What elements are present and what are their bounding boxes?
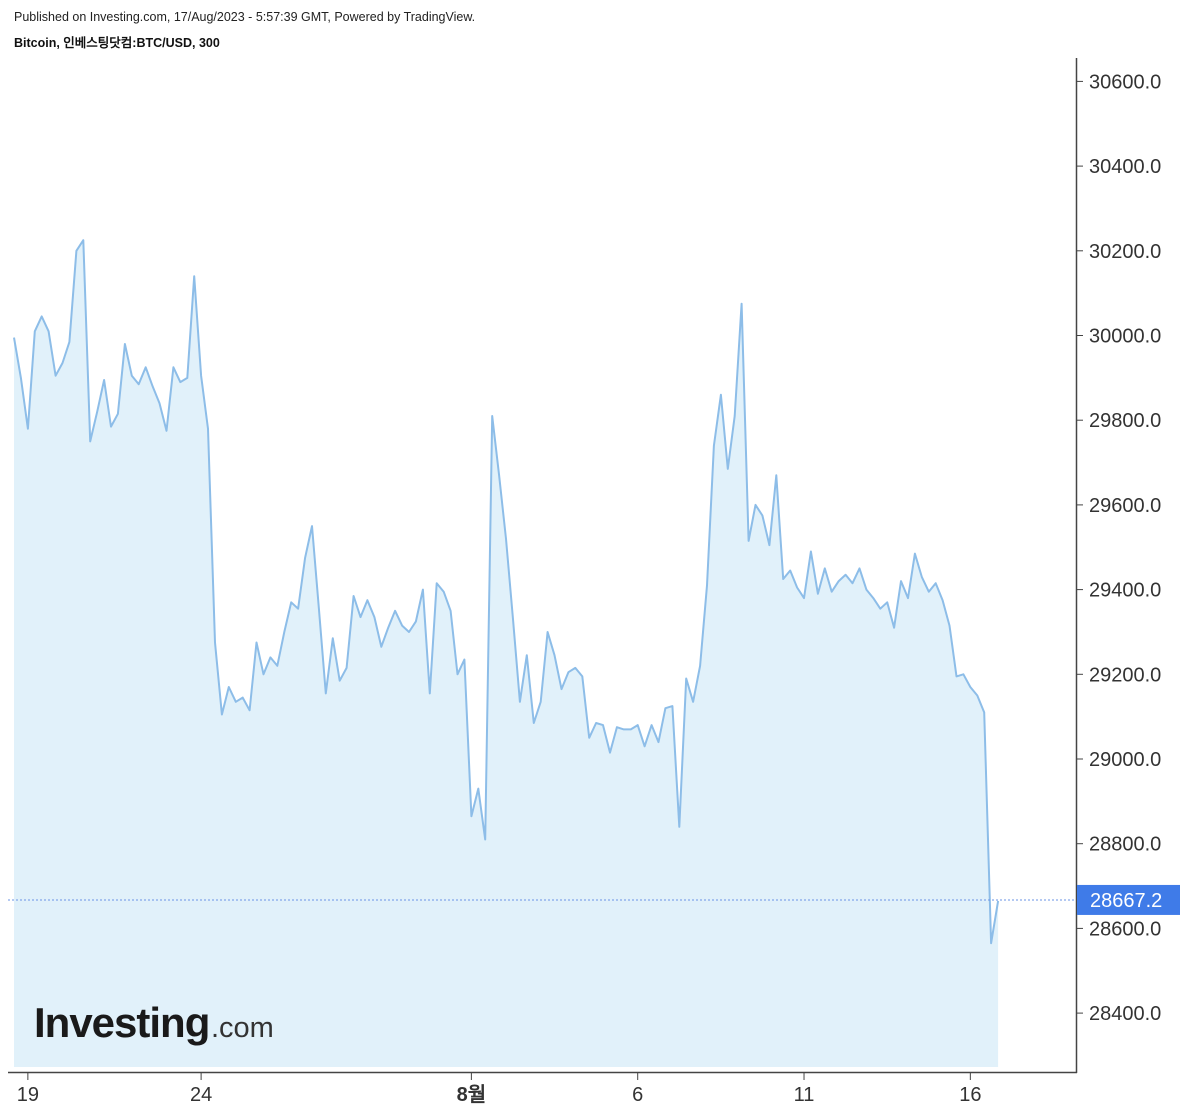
y-tick-label: 30400.0 xyxy=(1089,156,1161,178)
x-axis: 19 24 8월 6 11 16 xyxy=(17,1072,981,1106)
last-price-badge: 28667.2 xyxy=(1077,884,1180,915)
price-series-line xyxy=(13,239,1000,945)
x-tick-label: 16 xyxy=(959,1084,981,1106)
y-tick-label: 29000.0 xyxy=(1089,749,1161,771)
last-price-label: 28667.2 xyxy=(1090,890,1162,912)
logo-suffix: .com xyxy=(211,1012,274,1044)
price-area-fill xyxy=(14,240,999,1067)
y-tick-label: 30200.0 xyxy=(1089,241,1161,263)
x-tick-label: 19 xyxy=(17,1084,39,1106)
published-note: Published on Investing.com, 17/Aug/2023 … xyxy=(14,10,476,24)
y-tick-label: 28800.0 xyxy=(1089,834,1161,856)
y-axis: 30600.0 30400.0 30200.0 30000.0 29800.0 29600… xyxy=(1076,71,1161,1025)
y-tick-label: 29800.0 xyxy=(1089,410,1161,432)
x-tick-label: 6 xyxy=(632,1084,643,1106)
investing-logo: Investing .com xyxy=(34,999,274,1046)
y-tick-label: 30600.0 xyxy=(1089,71,1161,93)
x-tick-label: 11 xyxy=(794,1084,815,1106)
symbol-title: Bitcoin, 인베스팅닷컴:BTC/USD, 300 xyxy=(14,36,220,50)
y-tick-label: 29400.0 xyxy=(1089,580,1161,602)
y-tick-label: 28600.0 xyxy=(1089,918,1161,940)
y-tick-label: 29200.0 xyxy=(1089,664,1161,686)
y-tick-label: 28400.0 xyxy=(1089,1003,1161,1025)
y-tick-label: 30000.0 xyxy=(1089,326,1161,348)
y-tick-label: 29600.0 xyxy=(1089,495,1161,517)
logo-brand: Investing xyxy=(34,999,209,1046)
x-tick-label: 24 xyxy=(190,1084,212,1106)
x-tick-label: 8월 xyxy=(457,1083,487,1106)
